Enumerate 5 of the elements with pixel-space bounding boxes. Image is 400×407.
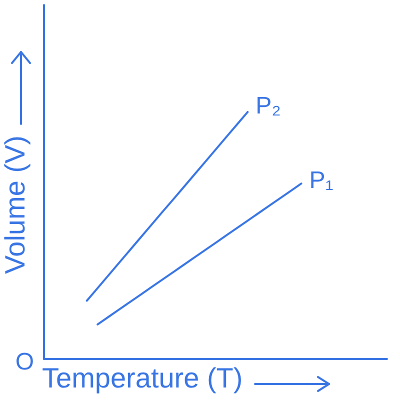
y-axis-title: Volume (V) bbox=[0, 136, 30, 274]
series-label: P₂ bbox=[256, 92, 281, 120]
text: O bbox=[15, 348, 34, 376]
series-label: P₁ bbox=[309, 167, 334, 194]
x-axis-title: Temperature (T) bbox=[42, 362, 243, 394]
